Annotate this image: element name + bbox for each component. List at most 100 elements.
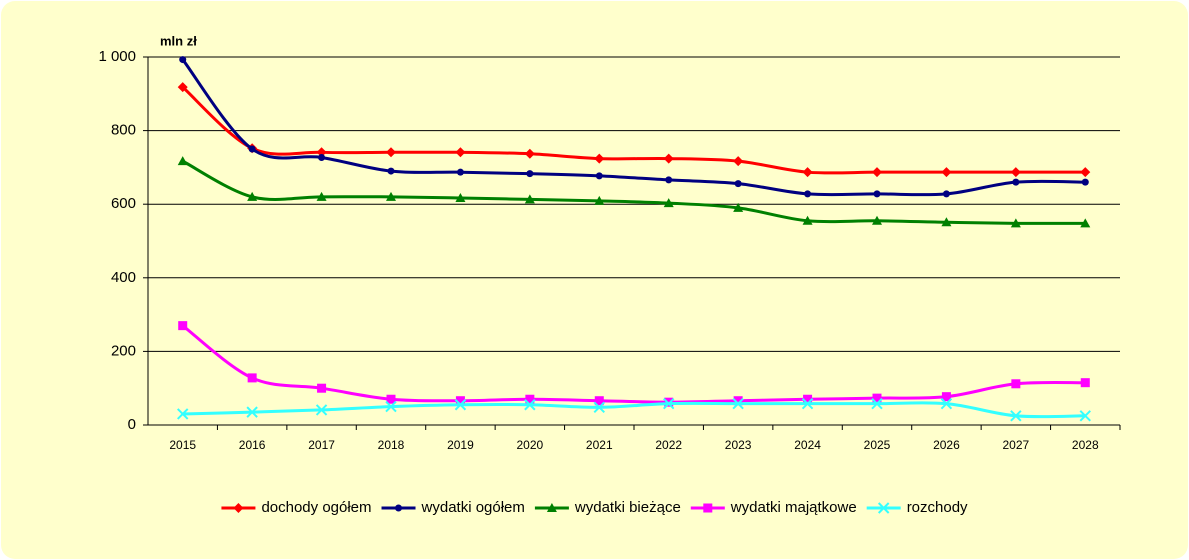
marker [456, 168, 464, 176]
marker [1081, 178, 1089, 186]
x-tick-label: 2021 [586, 438, 613, 452]
marker [526, 170, 534, 178]
legend: dochody ogółem wydatki ogółem wydatki bież… [221, 499, 968, 516]
marker [318, 153, 326, 161]
marker [941, 217, 952, 227]
x-tick-label: 2015 [169, 438, 196, 452]
marker [455, 147, 466, 158]
marker [386, 394, 396, 404]
marker [594, 396, 604, 406]
marker [454, 399, 467, 411]
marker [386, 191, 396, 201]
x-tick-label: 2023 [725, 438, 752, 452]
marker [872, 167, 882, 178]
marker [1011, 379, 1021, 389]
marker [455, 396, 465, 406]
marker [872, 215, 882, 225]
marker [1079, 410, 1091, 422]
marker [802, 215, 813, 225]
x-tick-label: 2020 [517, 438, 544, 452]
marker [1010, 218, 1021, 228]
x-tick-label: 2019 [447, 438, 474, 452]
marker [455, 192, 466, 202]
marker [940, 397, 953, 410]
legend-label: wydatki bieżące [574, 499, 681, 516]
marker [525, 394, 535, 404]
marker [594, 153, 605, 164]
marker [177, 82, 188, 93]
marker [247, 373, 257, 383]
legend-label: rozchody [907, 499, 968, 516]
marker [801, 397, 814, 410]
marker [804, 190, 812, 198]
marker [247, 191, 258, 201]
marker [385, 400, 397, 413]
marker [595, 172, 603, 180]
marker [733, 396, 743, 406]
marker [803, 394, 813, 404]
marker [1010, 410, 1022, 422]
x-tick-label: 2026 [933, 438, 960, 452]
y-tick-label: 1 000 [98, 48, 136, 65]
marker [315, 404, 328, 416]
x-tick-label: 2017 [308, 438, 335, 452]
legend-label: wydatki majątkowe [730, 499, 857, 516]
x-tick-label: 2022 [655, 438, 682, 452]
marker [177, 156, 188, 166]
marker [177, 408, 189, 420]
series-line [182, 401, 1086, 419]
x-tick-label: 2016 [239, 438, 266, 452]
unit-label: mln zł [160, 33, 197, 48]
marker [179, 56, 187, 64]
marker [665, 176, 673, 184]
marker [872, 393, 882, 403]
marker [733, 202, 744, 212]
marker [246, 406, 258, 418]
marker [663, 397, 675, 410]
marker [524, 148, 535, 159]
legend-marker [395, 504, 403, 512]
marker [1080, 218, 1091, 228]
marker [663, 198, 674, 208]
y-tick-label: 400 [111, 269, 136, 286]
marker [178, 321, 188, 331]
x-tick-label: 2028 [1072, 438, 1099, 452]
marker [802, 167, 813, 178]
marker [524, 399, 536, 411]
legend-marker [877, 502, 890, 514]
marker [387, 167, 395, 175]
marker [734, 180, 742, 188]
y-tick-label: 0 [128, 416, 136, 433]
x-tick-label: 2025 [864, 438, 891, 452]
y-tick-label: 600 [111, 195, 136, 212]
legend-label: dochody ogółem [261, 499, 371, 516]
y-tick-label: 800 [111, 122, 136, 139]
marker [386, 147, 396, 158]
marker [1080, 167, 1091, 178]
legend-marker [233, 503, 244, 513]
marker [316, 191, 327, 201]
legend-marker [546, 503, 557, 512]
x-tick-label: 2027 [1003, 438, 1030, 452]
marker [941, 167, 952, 178]
marker [594, 195, 605, 205]
marker [873, 190, 881, 198]
marker [942, 190, 950, 198]
marker [871, 397, 883, 410]
marker [248, 145, 256, 153]
x-tick-label: 2018 [378, 438, 405, 452]
marker [317, 383, 327, 393]
legend-label: wydatki ogółem [421, 499, 525, 516]
series-line [182, 159, 1086, 225]
y-tick-label: 200 [111, 342, 136, 359]
marker [663, 153, 674, 164]
x-tick-label: 2024 [794, 438, 821, 452]
marker [593, 401, 605, 414]
marker [1080, 378, 1090, 388]
marker [732, 397, 744, 410]
marker [733, 156, 744, 167]
legend-marker [703, 503, 713, 513]
marker [316, 147, 327, 158]
